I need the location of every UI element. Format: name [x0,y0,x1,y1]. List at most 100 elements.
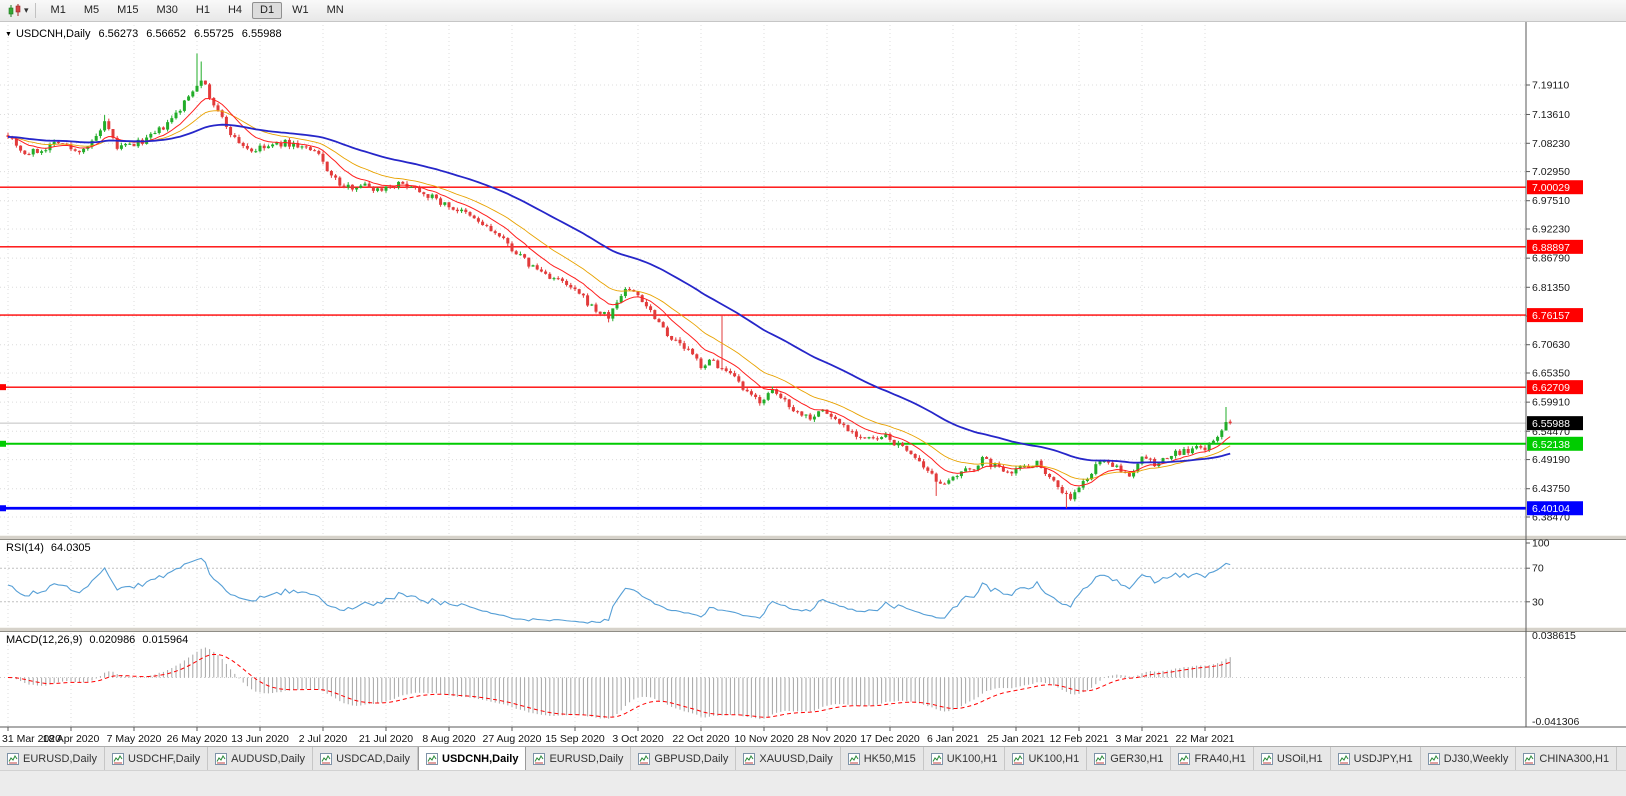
mini-chart-icon [426,752,439,765]
tab-ger30-h1[interactable]: GER30,H1 [1087,747,1172,770]
level-price-badge: 7.00029 [1527,180,1583,195]
tab-label: GBPUSD,Daily [654,752,729,765]
hline-handle[interactable] [0,505,6,512]
tab-hk50-m15[interactable]: HK50,M15 [840,747,924,770]
mini-chart-icon [111,752,124,765]
mini-chart-icon [215,752,228,765]
tab-label: FRA40,H1 [1194,752,1246,765]
svg-text:6.52138: 6.52138 [1532,439,1570,451]
price-tick-label: 6.59910 [1532,397,1570,409]
tab-label: CHINA300,H1 [1539,752,1610,765]
tab-eurusd-daily[interactable]: EURUSD,Daily [0,747,105,770]
mini-chart-icon [930,752,943,765]
mini-chart-icon [1260,752,1273,765]
mini-chart-icon [847,752,860,765]
tab-gbpusd-daily[interactable]: GBPUSD,Daily [631,747,737,770]
tab-label: GER30,H1 [1110,752,1164,765]
timeframe-m5[interactable]: M5 [76,2,107,19]
time-tick-label: 12 Feb 2021 [1050,733,1109,745]
tab-label: UK100,H1 [946,752,998,765]
level-price-badge: 6.52138 [1527,436,1583,451]
mini-chart-icon [638,752,651,765]
timeframe-w1[interactable]: W1 [284,2,317,19]
chart-tab-bar: EURUSD,Daily USDCHF,Daily AUDUSD,Daily USDC… [0,746,1626,770]
time-tick-label: 22 Mar 2021 [1176,733,1235,745]
time-tick-label: 28 Nov 2020 [797,733,857,745]
mini-chart-icon [1427,752,1440,765]
ma-55-line [7,123,1231,464]
hline-handle[interactable] [0,440,6,447]
tab-usdjpy-h1[interactable]: USDJPY,H1 [1330,747,1421,770]
mini-chart-icon [533,752,546,765]
tab-usoil-h1[interactable]: USOil,H1 [1253,747,1331,770]
tab-dj30-weekly[interactable]: DJ30,Weekly [1420,747,1517,770]
toolbar-separator [34,3,36,18]
hline-handle[interactable] [0,384,6,391]
tab-usdcnh-daily[interactable]: USDCNH,Daily [418,747,527,770]
svg-text:6.88897: 6.88897 [1532,242,1570,254]
tab-label: HK50,M15 [863,752,916,765]
candles [6,53,1232,509]
price-tick-label: 6.43750 [1532,483,1570,495]
rsi-tick-label: 100 [1532,538,1550,550]
time-tick-label: 3 Oct 2020 [612,733,664,745]
chart-area: 7.19110 7.13610 7.08230 7.02950 6.97510 6.922… [0,22,1626,746]
level-price-badge: 6.88897 [1527,239,1583,254]
time-tick-label: 3 Mar 2021 [1115,733,1168,745]
tab-fra40-h1[interactable]: FRA40,H1 [1171,747,1254,770]
tab-uk100-h1[interactable]: UK100,H1 [1005,747,1088,770]
rsi-tick-label: 70 [1532,563,1544,575]
tab-label: USOil,H1 [1276,752,1323,765]
chart-background [0,22,1626,746]
tab-eurusd-daily[interactable]: EURUSD,Daily [526,747,632,770]
svg-text:7.00029: 7.00029 [1532,182,1570,194]
price-chart[interactable]: 7.19110 7.13610 7.08230 7.02950 6.97510 6.922… [0,22,1626,746]
collapse-icon[interactable]: ▼ [5,30,12,38]
tab-label: EURUSD,Daily [549,752,624,765]
tab-label: AUDUSD,Daily [231,752,306,765]
time-tick-label: 31 Mar 2020 [2,733,61,745]
mini-chart-icon [1178,752,1191,765]
tab-uk100-h1[interactable]: UK100,H1 [923,747,1006,770]
ma-21-line [7,110,1231,480]
timeframe-m30[interactable]: M30 [149,2,186,19]
chart-candles-icon[interactable] [5,3,24,19]
rsi-line [7,557,1231,624]
price-tick-label: 7.02950 [1532,166,1570,178]
current-price-badge: 6.55988 [1527,416,1583,431]
timeframe-h1[interactable]: H1 [188,2,218,19]
tab-usdchf-daily[interactable]: USDCHF,Daily [104,747,209,770]
time-tick-label: 10 Nov 2020 [734,733,794,745]
price-tick-label: 7.19110 [1532,80,1569,92]
timeframe-m1[interactable]: M1 [43,2,74,19]
svg-text:6.40104: 6.40104 [1532,503,1570,515]
chevron-down-icon[interactable]: ▾ [24,5,29,15]
time-tick-label: 22 Oct 2020 [672,733,729,745]
tab-label: USDJPY,H1 [1353,752,1413,765]
timeframe-buttons: M1 M5 M15 M30 H1 H4 D1 W1 MN [43,2,352,19]
ma-10-line [7,98,1231,487]
toolbar: ▾ M1 M5 M15 M30 H1 H4 D1 W1 MN [0,0,1626,22]
macd-axis-min: -0.041306 [1532,716,1579,728]
tab-china300-h1[interactable]: CHINA300,H1 [1516,747,1618,770]
mini-chart-icon [1523,752,1536,765]
time-tick-label: 2 Jul 2020 [299,733,348,745]
price-tick-label: 6.81350 [1532,282,1570,294]
timeframe-mn[interactable]: MN [319,2,352,19]
tab-label: USDCAD,Daily [336,752,411,765]
price-tick-label: 6.49190 [1532,454,1570,466]
horizontal-level-lines [0,186,1526,512]
panel-separators[interactable] [0,535,1626,632]
tab-xauusd-daily[interactable]: XAUUSD,Daily [736,747,841,770]
tab-label: EURUSD,Daily [23,752,97,765]
timeframe-m15[interactable]: M15 [109,2,146,19]
time-tick-label: 25 Jan 2021 [987,733,1045,745]
tab-label: USDCNH,Daily [442,752,519,765]
timeframe-h4[interactable]: H4 [220,2,250,19]
tab-audusd-daily[interactable]: AUDUSD,Daily [208,747,314,770]
timeframe-d1[interactable]: D1 [252,2,283,19]
tab-usdcad-daily[interactable]: USDCAD,Daily [313,747,419,770]
time-tick-label: 27 Aug 2020 [483,733,542,745]
price-tick-label: 6.86790 [1532,253,1570,265]
